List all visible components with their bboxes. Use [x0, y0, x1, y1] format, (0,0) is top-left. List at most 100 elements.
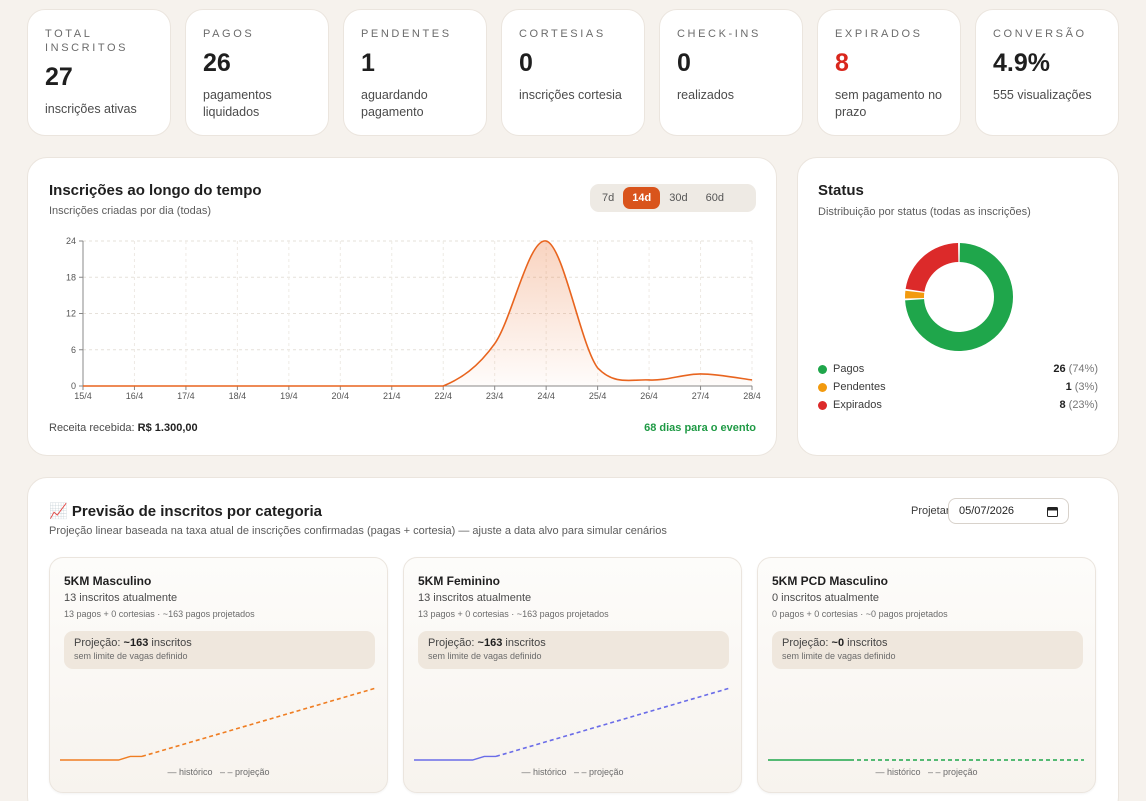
projection-prefix: Projeção:: [782, 637, 829, 649]
kpi-sub: inscrições ativas: [45, 102, 137, 116]
calendar-icon[interactable]: [1047, 506, 1058, 517]
kpi-conversao: CONVERSÃO 4.9% 555 visualizações: [975, 9, 1119, 136]
category-current: 13 inscritos atualmente: [64, 592, 178, 604]
kpi-label: CONVERSÃO: [993, 28, 1087, 40]
chart-legend: — histórico – – projeção: [50, 767, 387, 777]
kpi-value: 0: [677, 49, 691, 77]
legend-historico: — histórico: [875, 767, 921, 777]
projection-value: ~0: [831, 637, 845, 649]
projection-line: [141, 687, 377, 758]
status-legend-expirados: Expirados 8 (23%): [818, 399, 1098, 411]
projection-value: ~163: [123, 637, 149, 649]
category-detail: 13 pagos + 0 cortesias · ~163 pagos proj…: [418, 609, 609, 619]
category-name: 5KM Feminino: [418, 574, 501, 588]
revenue-label: Receita recebida:: [49, 422, 135, 434]
legend-count-value: 26: [1053, 363, 1066, 375]
legend-count: 1 (3%): [1066, 381, 1098, 393]
legend-count-pct: (74%): [1068, 363, 1098, 375]
timeline-subtitle: Inscrições criadas por dia (todas): [49, 205, 212, 217]
kpi-check-ins: CHECK-INS 0 realizados: [659, 9, 803, 136]
x-tick-label: 23/4: [486, 391, 504, 401]
x-tick-label: 21/4: [383, 391, 401, 401]
projection-limit: sem limite de vagas definido: [782, 651, 896, 661]
tab-7d[interactable]: 7d: [602, 192, 615, 204]
projection-box: Projeção: ~163 inscritos sem limite de v…: [64, 631, 375, 669]
projection-limit: sem limite de vagas definido: [428, 651, 542, 661]
projection-line: [495, 687, 731, 758]
x-tick-label: 18/4: [229, 391, 247, 401]
kpi-pagos: PAGOS 26 pagamentos liquidados: [185, 9, 329, 136]
series-line: [82, 240, 753, 387]
category-name: 5KM Masculino: [64, 574, 152, 588]
x-tick-label: 24/4: [537, 391, 555, 401]
status-legend-pagos: Pagos 26 (74%): [818, 363, 1098, 375]
legend-count-value: 8: [1059, 399, 1066, 411]
project-date-input[interactable]: 05/07/2026: [948, 498, 1069, 524]
kpi-sub: aguardando pagamento: [361, 88, 428, 119]
kpi-label: TOTAL INSCRITOS: [45, 28, 129, 54]
legend-dot: [818, 382, 827, 392]
x-tick-label: 28/4: [743, 391, 761, 401]
tab-30d[interactable]: 30d: [669, 192, 688, 204]
kpi-cortesias: CORTESIAS 0 inscrições cortesia: [501, 9, 645, 136]
kpi-sub: pagamentos liquidados: [203, 88, 272, 119]
category-detail: 0 pagos + 0 cortesias · ~0 pagos projeta…: [772, 609, 948, 619]
y-tick-label: 18: [66, 272, 76, 282]
revenue-value: R$ 1.300,00: [137, 422, 198, 434]
kpi-pendentes: PENDENTES 1 aguardando pagamento: [343, 9, 487, 136]
projection-prefix: Projeção:: [74, 637, 121, 649]
kpi-label: EXPIRADOS: [835, 28, 923, 40]
revenue-line: Receita recebida: R$ 1.300,00: [49, 422, 198, 434]
legend-label: Expirados: [833, 399, 882, 411]
y-tick-label: 0: [71, 381, 76, 391]
kpi-sub: sem pagamento no prazo: [835, 88, 943, 119]
legend-count-pct: (23%): [1068, 399, 1098, 411]
kpi-value: 26: [203, 49, 231, 77]
y-tick-label: 6: [71, 345, 76, 355]
category-forecast-chart: [768, 759, 1084, 761]
kpi-value: 0: [519, 49, 533, 77]
legend-projecao: – – projeção: [573, 767, 624, 777]
category-name: 5KM PCD Masculino: [772, 574, 889, 588]
projection-limit: sem limite de vagas definido: [74, 651, 188, 661]
legend-label: Pagos: [833, 363, 865, 375]
kpi-sub: 555 visualizações: [993, 88, 1092, 102]
status-donut-chart: [905, 243, 1013, 351]
chart-legend: — histórico – – projeção: [758, 767, 1095, 777]
x-tick-label: 20/4: [332, 391, 350, 401]
category-forecast-chart: [60, 687, 377, 761]
kpi-value: 1: [361, 49, 375, 77]
kpi-label: CORTESIAS: [519, 28, 606, 40]
status-subtitle: Distribuição por status (todas as inscri…: [818, 206, 1031, 218]
x-tick-label: 19/4: [280, 391, 298, 401]
legend-historico: — histórico: [521, 767, 567, 777]
tab-14d[interactable]: 14d: [623, 187, 661, 209]
projection-line: Projeção: ~163 inscritos: [428, 637, 719, 649]
days-to-event: 68 dias para o evento: [644, 422, 756, 434]
legend-dot: [818, 400, 827, 410]
tab-60d[interactable]: 60d: [705, 192, 724, 204]
projection-prefix: Projeção:: [428, 637, 475, 649]
x-tick-label: 22/4: [434, 391, 452, 401]
legend-projecao: – – projeção: [219, 767, 270, 777]
forecast-title-row: 📈 Previsão de inscritos por categoria: [49, 502, 322, 520]
category-card-5km-masculino: 5KM Masculino 13 inscritos atualmente 13…: [49, 557, 388, 793]
forecast-subtitle: Projeção linear baseada na taxa atual de…: [49, 525, 667, 537]
y-tick-label: 24: [66, 236, 76, 246]
kpi-value: 27: [45, 63, 73, 91]
category-card-5km-pcd-masculino: 5KM PCD Masculino 0 inscritos atualmente…: [757, 557, 1096, 793]
range-tabs: 7d 14d 30d 60d: [590, 184, 756, 212]
x-tick-label: 26/4: [640, 391, 658, 401]
x-tick-label: 27/4: [692, 391, 710, 401]
kpi-value: 4.9%: [993, 49, 1050, 77]
timeline-panel: Inscrições ao longo do tempo Inscrições …: [27, 157, 777, 456]
legend-dot: [818, 364, 827, 374]
legend-historico: — histórico: [167, 767, 213, 777]
legend-count: 8 (23%): [1059, 399, 1098, 411]
history-line: [414, 755, 496, 761]
x-tick-label: 25/4: [589, 391, 607, 401]
kpi-label: CHECK-INS: [677, 28, 761, 40]
kpi-value: 8: [835, 49, 849, 77]
legend-count-pct: (3%): [1074, 381, 1098, 393]
category-forecast-chart: [414, 687, 731, 761]
